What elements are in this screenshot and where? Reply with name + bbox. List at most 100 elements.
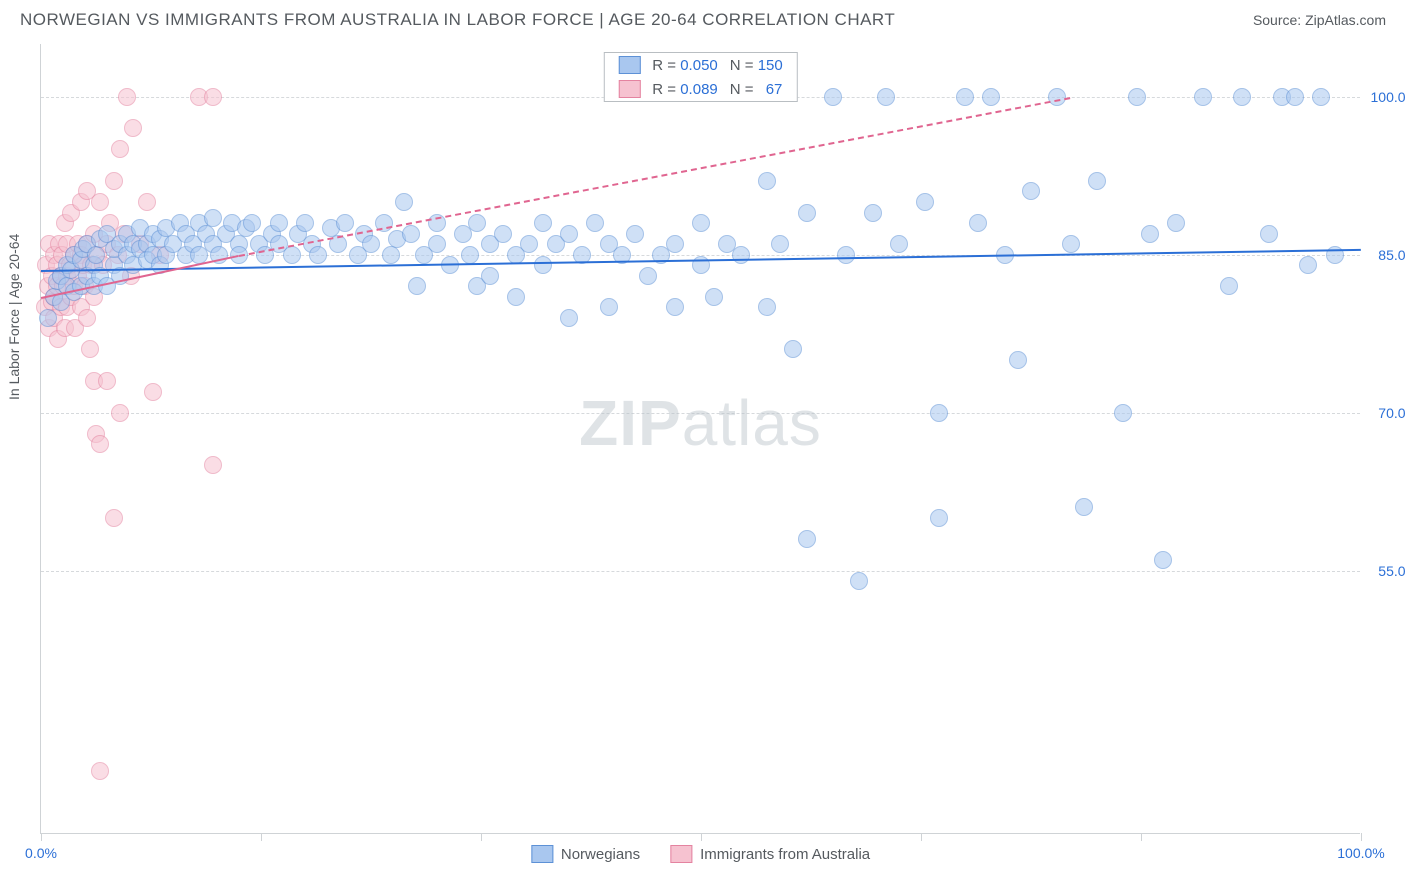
data-point bbox=[864, 204, 882, 222]
data-point bbox=[98, 372, 116, 390]
data-point bbox=[144, 383, 162, 401]
data-point bbox=[243, 214, 261, 232]
data-point bbox=[916, 193, 934, 211]
y-tick-label: 85.0% bbox=[1378, 247, 1406, 263]
gridline bbox=[41, 571, 1360, 572]
data-point bbox=[1260, 225, 1278, 243]
data-point bbox=[1022, 182, 1040, 200]
data-point bbox=[204, 209, 222, 227]
data-point bbox=[1141, 225, 1159, 243]
data-point bbox=[520, 235, 538, 253]
x-tick bbox=[1141, 833, 1142, 841]
data-point bbox=[461, 246, 479, 264]
data-point bbox=[91, 762, 109, 780]
data-point bbox=[1114, 404, 1132, 422]
x-tick bbox=[261, 833, 262, 841]
x-tick bbox=[41, 833, 42, 841]
data-point bbox=[692, 214, 710, 232]
series-legend: Norwegians Immigrants from Australia bbox=[531, 845, 870, 863]
data-point bbox=[87, 246, 105, 264]
data-point bbox=[428, 235, 446, 253]
title-bar: NORWEGIAN VS IMMIGRANTS FROM AUSTRALIA I… bbox=[0, 0, 1406, 36]
data-point bbox=[309, 246, 327, 264]
data-point bbox=[705, 288, 723, 306]
data-point bbox=[1167, 214, 1185, 232]
x-tick bbox=[701, 833, 702, 841]
data-point bbox=[534, 214, 552, 232]
legend-label-2: Immigrants from Australia bbox=[700, 846, 870, 863]
data-point bbox=[1154, 551, 1172, 569]
data-point bbox=[204, 88, 222, 106]
data-point bbox=[1194, 88, 1212, 106]
data-point bbox=[111, 404, 129, 422]
gridline bbox=[41, 413, 1360, 414]
data-point bbox=[1062, 235, 1080, 253]
source-label: Source: ZipAtlas.com bbox=[1253, 12, 1386, 28]
data-point bbox=[382, 246, 400, 264]
data-point bbox=[1009, 351, 1027, 369]
data-point bbox=[78, 309, 96, 327]
data-point bbox=[930, 509, 948, 527]
data-point bbox=[481, 267, 499, 285]
x-tick bbox=[1361, 833, 1362, 841]
data-point bbox=[1286, 88, 1304, 106]
correlation-row-1: R = 0.050 N = 150 bbox=[604, 53, 796, 77]
data-point bbox=[837, 246, 855, 264]
n-stat-1: N = 150 bbox=[730, 57, 783, 74]
swatch-norwegians bbox=[618, 56, 640, 74]
swatch-immigrants-2 bbox=[670, 845, 692, 863]
data-point bbox=[204, 456, 222, 474]
data-point bbox=[494, 225, 512, 243]
data-point bbox=[798, 204, 816, 222]
y-tick-label: 70.0% bbox=[1378, 405, 1406, 421]
y-tick-label: 100.0% bbox=[1371, 89, 1406, 105]
data-point bbox=[771, 235, 789, 253]
data-point bbox=[798, 530, 816, 548]
correlation-legend: R = 0.050 N = 150 R = 0.089 N = 67 bbox=[603, 52, 797, 102]
data-point bbox=[91, 193, 109, 211]
r-stat-1: R = 0.050 bbox=[652, 57, 717, 74]
data-point bbox=[784, 340, 802, 358]
data-point bbox=[639, 267, 657, 285]
data-point bbox=[1233, 88, 1251, 106]
data-point bbox=[1312, 88, 1330, 106]
data-point bbox=[732, 246, 750, 264]
data-point bbox=[1075, 498, 1093, 516]
data-point bbox=[138, 193, 156, 211]
data-point bbox=[758, 298, 776, 316]
watermark: ZIPatlas bbox=[579, 386, 822, 460]
data-point bbox=[336, 214, 354, 232]
data-point bbox=[666, 298, 684, 316]
data-point bbox=[982, 88, 1000, 106]
data-point bbox=[362, 235, 380, 253]
x-tick bbox=[921, 833, 922, 841]
data-point bbox=[560, 225, 578, 243]
data-point bbox=[111, 140, 129, 158]
chart-title: NORWEGIAN VS IMMIGRANTS FROM AUSTRALIA I… bbox=[20, 10, 895, 30]
x-tick-label: 0.0% bbox=[25, 845, 57, 861]
data-point bbox=[124, 119, 142, 137]
legend-item-immigrants: Immigrants from Australia bbox=[670, 845, 870, 863]
data-point bbox=[105, 509, 123, 527]
data-point bbox=[930, 404, 948, 422]
data-point bbox=[969, 214, 987, 232]
plot-area: ZIPatlas R = 0.050 N = 150 R = 0.089 N =… bbox=[40, 44, 1360, 834]
x-tick bbox=[481, 833, 482, 841]
data-point bbox=[81, 340, 99, 358]
data-point bbox=[758, 172, 776, 190]
data-point bbox=[105, 172, 123, 190]
data-point bbox=[270, 214, 288, 232]
data-point bbox=[586, 214, 604, 232]
data-point bbox=[39, 309, 57, 327]
x-tick-label: 100.0% bbox=[1337, 845, 1384, 861]
data-point bbox=[1048, 88, 1066, 106]
data-point bbox=[626, 225, 644, 243]
legend-label-1: Norwegians bbox=[561, 846, 640, 863]
data-point bbox=[283, 246, 301, 264]
correlation-row-2: R = 0.089 N = 67 bbox=[604, 77, 796, 101]
data-point bbox=[534, 256, 552, 274]
data-point bbox=[890, 235, 908, 253]
swatch-immigrants bbox=[618, 80, 640, 98]
swatch-norwegians-2 bbox=[531, 845, 553, 863]
data-point bbox=[560, 309, 578, 327]
